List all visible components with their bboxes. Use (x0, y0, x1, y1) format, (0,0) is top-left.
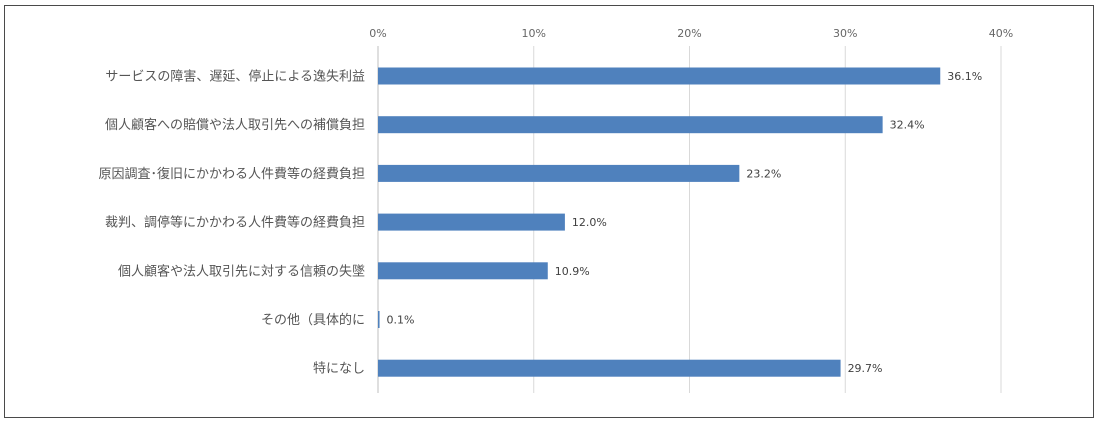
bar (378, 116, 883, 134)
category-label: 原因調査･復旧にかかわる人件費等の経費負担 (98, 166, 365, 182)
category-label: サービスの障害、遅延、停止による逸失利益 (105, 69, 365, 85)
tick-label: 0% (369, 27, 386, 40)
bar (378, 213, 565, 231)
bar (378, 67, 941, 85)
bar (378, 311, 380, 328)
tick-label: 40% (989, 27, 1013, 40)
data-label: 36.1% (947, 70, 982, 83)
category-label: その他（具体的に (261, 312, 365, 328)
category-label: 個人顧客への賠償や法人取引先への補償負担 (105, 117, 365, 133)
data-label: 32.4% (890, 119, 925, 132)
tick-label: 20% (677, 27, 701, 40)
data-label: 10.9% (555, 265, 590, 278)
data-label: 0.1% (387, 314, 415, 327)
data-label: 29.7% (848, 362, 883, 375)
category-label: 裁判、調停等にかかわる人件費等の経費負担 (105, 215, 365, 231)
bar (378, 359, 841, 377)
bar (378, 164, 740, 182)
tick-label: 30% (833, 27, 857, 40)
category-label: 個人顧客や法人取引先に対する信頼の失墜 (118, 263, 365, 279)
tick-label: 10% (522, 27, 546, 40)
category-label: 特になし (313, 362, 365, 377)
bar (378, 262, 548, 280)
data-label: 12.0% (572, 216, 607, 229)
data-label: 23.2% (746, 167, 781, 180)
